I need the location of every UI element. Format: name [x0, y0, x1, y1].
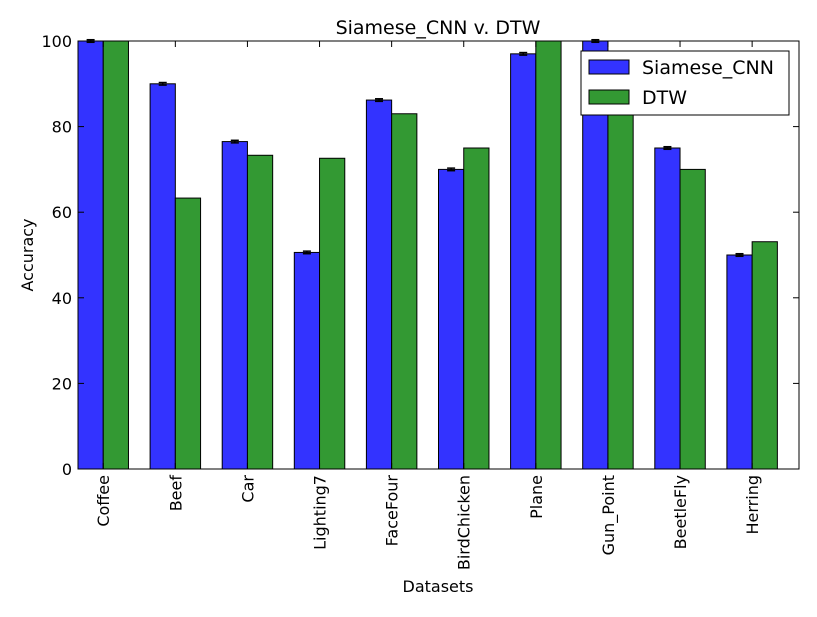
error-bar-siamese-cnn-facefour	[375, 98, 384, 103]
bar-siamese-cnn-beef	[149, 83, 176, 470]
error-bar-siamese-cnn-beef	[158, 81, 167, 86]
bar-dtw-lighting7	[319, 157, 346, 470]
y-tick-label-80: 80	[52, 118, 72, 137]
bar-dtw-birdchicken	[463, 147, 490, 470]
bar-siamese-cnn-car	[221, 141, 248, 470]
y-tick-label-40: 40	[52, 289, 72, 308]
bar-dtw-car	[246, 154, 274, 470]
x-tick-label-gun-point: Gun_Point	[599, 475, 619, 555]
bar-siamese-cnn-plane	[510, 53, 537, 470]
x-axis: Coffee Beef Car Lighting7 FaceFour BirdChicke…	[94, 41, 762, 570]
error-bar-siamese-cnn-car	[230, 139, 239, 144]
x-tick-label-beef: Beef	[166, 475, 185, 512]
x-axis-label: Datasets	[403, 577, 474, 596]
bar-dtw-gun-point	[607, 80, 634, 470]
x-tick-label-plane: Plane	[527, 475, 546, 519]
x-tick-label-lighting7: Lighting7	[311, 475, 330, 550]
bars-group	[77, 40, 778, 470]
bar-siamese-cnn-birdchicken	[438, 168, 465, 470]
bar-dtw-facefour	[391, 113, 418, 470]
bar-siamese-cnn-beetlefly	[654, 147, 681, 470]
error-bar-siamese-cnn-herring	[735, 252, 744, 258]
error-bar-siamese-cnn-birdchicken	[447, 167, 456, 172]
bar-dtw-beetlefly	[679, 168, 706, 470]
plot-frame	[77, 40, 800, 470]
y-tick-label-60: 60	[52, 203, 72, 222]
bar-dtw-coffee	[102, 40, 129, 470]
bar-siamese-cnn-facefour	[365, 99, 393, 470]
x-tick-label-car: Car	[238, 475, 257, 503]
legend: Siamese_CNN DTW	[580, 50, 790, 116]
legend-swatch-dtw	[588, 89, 630, 105]
legend-label-siamese-cnn: Siamese_CNN	[642, 57, 774, 79]
bar-dtw-plane	[535, 40, 562, 470]
bar-siamese-cnn-lighting7	[293, 251, 321, 470]
error-bars-group	[86, 38, 744, 258]
legend-label-dtw: DTW	[642, 87, 687, 109]
y-tick-label-0: 0	[62, 460, 72, 479]
bar-dtw-herring	[751, 241, 778, 470]
y-axis: 0 20 40 60 80 100	[41, 32, 799, 479]
y-tick-label-100: 100	[41, 32, 72, 51]
legend-swatch-siamese-cnn	[588, 59, 630, 75]
bar-siamese-cnn-coffee	[77, 40, 104, 470]
bar-siamese-cnn-herring	[726, 254, 753, 470]
chart-title: Siamese_CNN v. DTW	[336, 17, 541, 39]
x-tick-label-facefour: FaceFour	[383, 475, 402, 547]
y-tick-label-20: 20	[52, 374, 72, 393]
x-tick-label-herring: Herring	[743, 475, 762, 535]
error-bar-siamese-cnn-beetlefly	[663, 145, 672, 151]
error-bar-siamese-cnn-lighting7	[302, 250, 311, 255]
x-tick-label-beetlefly: BeetleFly	[671, 475, 690, 549]
bar-dtw-beef	[174, 197, 202, 470]
y-axis-label: Accuracy	[18, 218, 37, 291]
error-bar-siamese-cnn-plane	[519, 51, 528, 56]
x-tick-label-coffee: Coffee	[94, 475, 113, 527]
x-tick-label-birdchicken: BirdChicken	[455, 475, 474, 570]
